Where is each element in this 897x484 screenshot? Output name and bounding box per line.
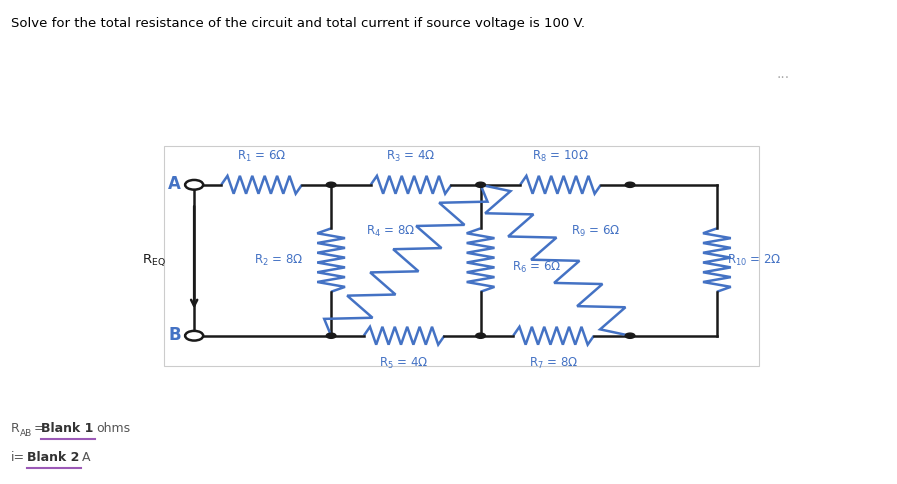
Text: AB: AB [20, 429, 32, 438]
Text: R$_3$ = 4Ω: R$_3$ = 4Ω [387, 149, 436, 164]
Text: R$_2$ = 8Ω: R$_2$ = 8Ω [255, 253, 303, 268]
Text: B: B [169, 326, 181, 344]
Circle shape [185, 180, 204, 190]
Circle shape [625, 182, 635, 187]
Text: =: = [34, 422, 45, 435]
Circle shape [475, 333, 485, 338]
Text: R$_8$ = 10Ω: R$_8$ = 10Ω [532, 149, 589, 164]
Text: R$_5$ = 4Ω: R$_5$ = 4Ω [379, 356, 429, 371]
Circle shape [327, 333, 336, 338]
Text: R$_7$ = 8Ω: R$_7$ = 8Ω [529, 356, 579, 371]
Text: A: A [169, 175, 181, 193]
Text: ohms: ohms [96, 422, 130, 435]
Text: Blank 2: Blank 2 [27, 451, 79, 464]
Circle shape [327, 182, 336, 187]
Text: i=: i= [11, 451, 25, 464]
Circle shape [475, 182, 485, 187]
Text: R$_6$ = 6Ω: R$_6$ = 6Ω [512, 260, 562, 275]
Circle shape [185, 331, 204, 341]
Text: Blank 1: Blank 1 [41, 422, 93, 435]
Text: ...: ... [777, 67, 790, 81]
Text: A: A [82, 451, 90, 464]
Text: R: R [11, 422, 20, 435]
Text: R$_9$ = 6Ω: R$_9$ = 6Ω [570, 224, 620, 239]
Text: R$_{10}$ = 2Ω: R$_{10}$ = 2Ω [727, 253, 782, 268]
Circle shape [625, 333, 635, 338]
Text: Solve for the total resistance of the circuit and total current if source voltag: Solve for the total resistance of the ci… [11, 17, 585, 30]
Text: R$_{\mathsf{EQ}}$: R$_{\mathsf{EQ}}$ [142, 253, 166, 268]
Text: R$_4$ = 8Ω: R$_4$ = 8Ω [366, 224, 415, 239]
Text: R$_1$ = 6Ω: R$_1$ = 6Ω [237, 149, 286, 164]
